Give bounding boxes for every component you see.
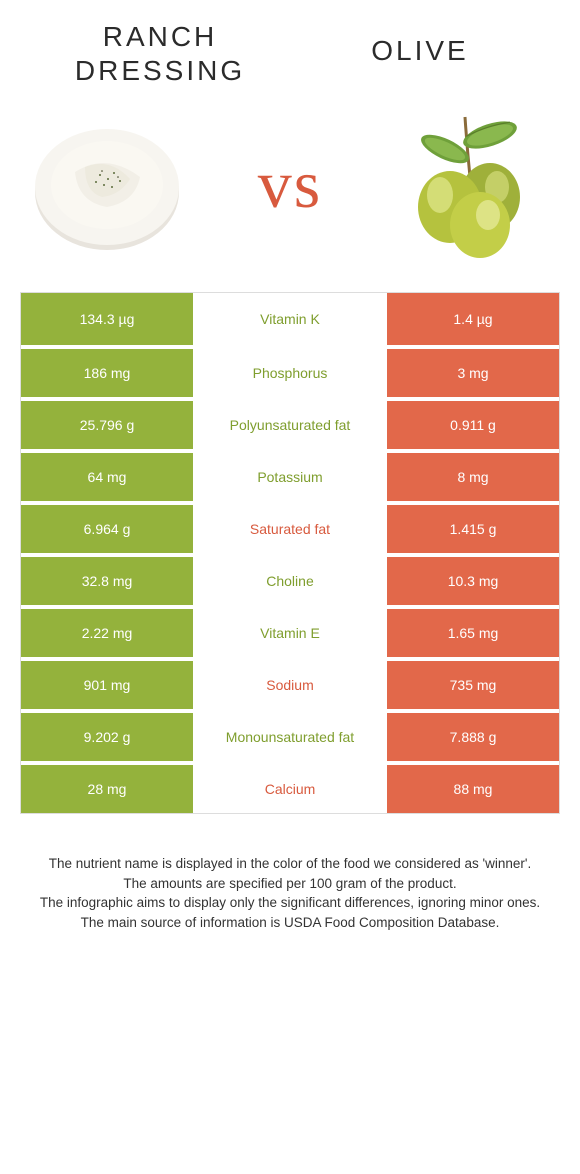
value-left: 186 mg bbox=[21, 349, 193, 397]
nutrient-name: Monounsaturated fat bbox=[193, 713, 387, 761]
value-left: 6.964 g bbox=[21, 505, 193, 553]
table-row: 6.964 gSaturated fat1.415 g bbox=[21, 501, 559, 553]
value-right: 0.911 g bbox=[387, 401, 559, 449]
table-row: 64 mgPotassium8 mg bbox=[21, 449, 559, 501]
table-row: 134.3 µgVitamin K1.4 µg bbox=[21, 293, 559, 345]
value-right: 1.65 mg bbox=[387, 609, 559, 657]
image-row: vs bbox=[0, 97, 580, 292]
nutrient-name: Vitamin K bbox=[193, 293, 387, 345]
value-left: 64 mg bbox=[21, 453, 193, 501]
value-left: 25.796 g bbox=[21, 401, 193, 449]
table-row: 186 mgPhosphorus3 mg bbox=[21, 345, 559, 397]
ranch-dressing-image bbox=[30, 107, 185, 262]
value-right: 8 mg bbox=[387, 453, 559, 501]
title-left-line2: dressing bbox=[75, 55, 245, 86]
value-right: 735 mg bbox=[387, 661, 559, 709]
value-right: 1.415 g bbox=[387, 505, 559, 553]
value-left: 28 mg bbox=[21, 765, 193, 813]
value-right: 88 mg bbox=[387, 765, 559, 813]
nutrient-name: Vitamin E bbox=[193, 609, 387, 657]
table-row: 901 mgSodium735 mg bbox=[21, 657, 559, 709]
title-right: Olive bbox=[290, 20, 550, 68]
value-left: 901 mg bbox=[21, 661, 193, 709]
table-row: 32.8 mgCholine10.3 mg bbox=[21, 553, 559, 605]
nutrient-name: Polyunsaturated fat bbox=[193, 401, 387, 449]
title-left: Ranch dressing bbox=[30, 20, 290, 87]
nutrient-name: Phosphorus bbox=[193, 349, 387, 397]
value-right: 7.888 g bbox=[387, 713, 559, 761]
footer-notes: The nutrient name is displayed in the co… bbox=[0, 814, 580, 932]
olive-image bbox=[395, 107, 550, 262]
footer-line-3: The infographic aims to display only the… bbox=[30, 893, 550, 913]
vs-label: vs bbox=[258, 145, 322, 224]
title-left-line1: Ranch bbox=[103, 21, 218, 52]
value-left: 32.8 mg bbox=[21, 557, 193, 605]
value-right: 3 mg bbox=[387, 349, 559, 397]
nutrient-name: Choline bbox=[193, 557, 387, 605]
header: Ranch dressing Olive bbox=[0, 0, 580, 97]
value-right: 1.4 µg bbox=[387, 293, 559, 345]
footer-line-4: The main source of information is USDA F… bbox=[30, 913, 550, 933]
nutrient-name: Calcium bbox=[193, 765, 387, 813]
nutrient-name: Sodium bbox=[193, 661, 387, 709]
value-left: 134.3 µg bbox=[21, 293, 193, 345]
table-row: 25.796 gPolyunsaturated fat0.911 g bbox=[21, 397, 559, 449]
footer-line-1: The nutrient name is displayed in the co… bbox=[30, 854, 550, 874]
table-row: 2.22 mgVitamin E1.65 mg bbox=[21, 605, 559, 657]
value-left: 9.202 g bbox=[21, 713, 193, 761]
table-row: 9.202 gMonounsaturated fat7.888 g bbox=[21, 709, 559, 761]
nutrient-name: Saturated fat bbox=[193, 505, 387, 553]
value-left: 2.22 mg bbox=[21, 609, 193, 657]
value-right: 10.3 mg bbox=[387, 557, 559, 605]
footer-line-2: The amounts are specified per 100 gram o… bbox=[30, 874, 550, 894]
table-row: 28 mgCalcium88 mg bbox=[21, 761, 559, 813]
nutrition-table: 134.3 µgVitamin K1.4 µg186 mgPhosphorus3… bbox=[20, 292, 560, 814]
nutrient-name: Potassium bbox=[193, 453, 387, 501]
